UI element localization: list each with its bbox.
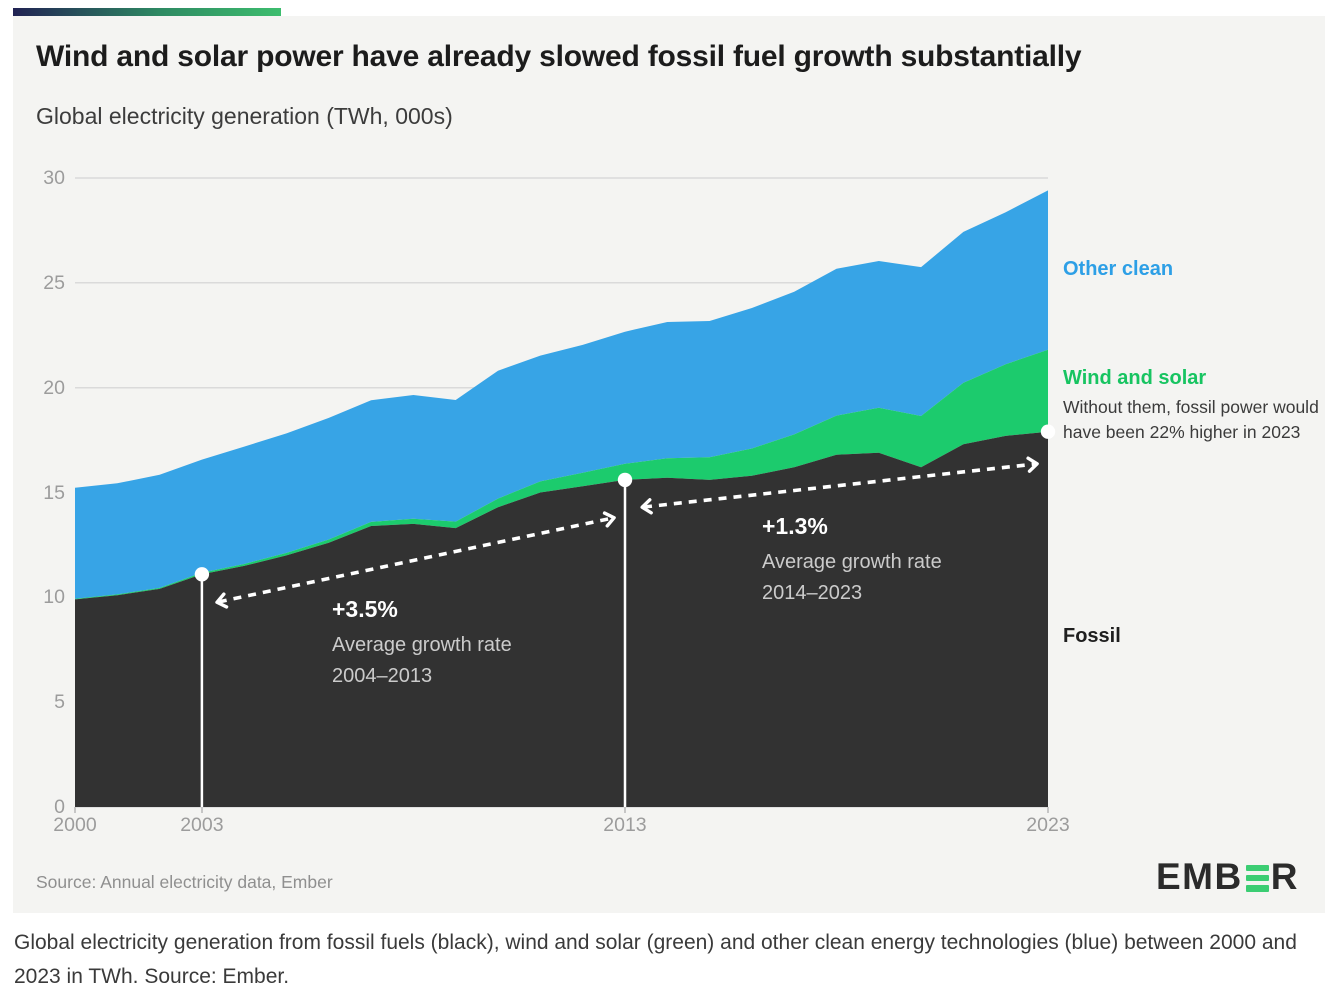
growth-rate-period: 2014–2023 bbox=[762, 582, 863, 604]
growth-rate-caption: Average growth rate bbox=[332, 634, 512, 656]
growth-annotation-2014-2023: +1.3% Average growth rate 2014–2023 bbox=[762, 513, 942, 609]
stacked-area-chart bbox=[75, 177, 1056, 808]
marker-dot bbox=[194, 567, 210, 582]
y-axis-tick-label: 15 bbox=[43, 481, 65, 504]
x-axis-tick-label: 2013 bbox=[603, 814, 647, 836]
ember-logo-text-right: R bbox=[1270, 856, 1299, 897]
growth-rate-value: +1.3% bbox=[762, 513, 828, 539]
x-axis-tick-mark bbox=[624, 807, 626, 813]
x-axis-tick-mark bbox=[201, 807, 203, 813]
growth-arrow bbox=[640, 456, 1039, 515]
plot-area bbox=[75, 177, 1056, 808]
growth-arrow bbox=[215, 511, 616, 609]
growth-rate-value: +3.5% bbox=[332, 596, 398, 622]
x-axis-tick-label: 2023 bbox=[1026, 814, 1070, 836]
y-axis-tick-label: 0 bbox=[54, 796, 65, 818]
ember-logo-text-left: EMB bbox=[1156, 856, 1243, 897]
source-note: Source: Annual electricity data, Ember bbox=[36, 872, 333, 892]
chart-title: Wind and solar power have already slowed… bbox=[36, 40, 1082, 73]
y-axis-tick-label: 25 bbox=[43, 271, 65, 294]
figure-caption: Global electricity generation from fossi… bbox=[14, 931, 1297, 988]
marker-dot bbox=[1040, 424, 1056, 439]
brand-gradient-bar bbox=[13, 8, 281, 16]
x-axis-tick-mark bbox=[74, 807, 76, 813]
growth-rate-period: 2004–2013 bbox=[332, 665, 433, 687]
growth-annotation-2004-2013: +3.5% Average growth rate 2004–2013 bbox=[332, 596, 512, 692]
x-axis-tick-label: 2003 bbox=[180, 814, 224, 836]
x-axis-tick-label: 2000 bbox=[53, 814, 97, 836]
growth-rate-caption: Average growth rate bbox=[762, 551, 942, 573]
ember-logo-e-bars-icon bbox=[1245, 864, 1269, 892]
wind-solar-note: Without them, fossil power would have be… bbox=[1063, 397, 1319, 442]
y-axis-tick-label: 20 bbox=[43, 376, 65, 399]
area-fossil bbox=[75, 431, 1048, 807]
ember-logo: EMB R bbox=[1156, 856, 1299, 898]
y-axis-tick-label: 5 bbox=[54, 691, 65, 714]
marker-dot bbox=[617, 472, 633, 488]
chart-subtitle: Global electricity generation (TWh, 000s… bbox=[36, 103, 453, 129]
x-axis-tick-mark bbox=[1047, 807, 1049, 813]
area-other-clean bbox=[75, 190, 1048, 599]
y-axis-tick-label: 10 bbox=[43, 586, 65, 609]
series-label-wind-solar: Wind and solar bbox=[1063, 367, 1207, 389]
series-label-fossil: Fossil bbox=[1063, 625, 1121, 647]
y-axis-tick-label: 30 bbox=[43, 167, 65, 189]
series-label-other-clean: Other clean bbox=[1063, 258, 1174, 280]
